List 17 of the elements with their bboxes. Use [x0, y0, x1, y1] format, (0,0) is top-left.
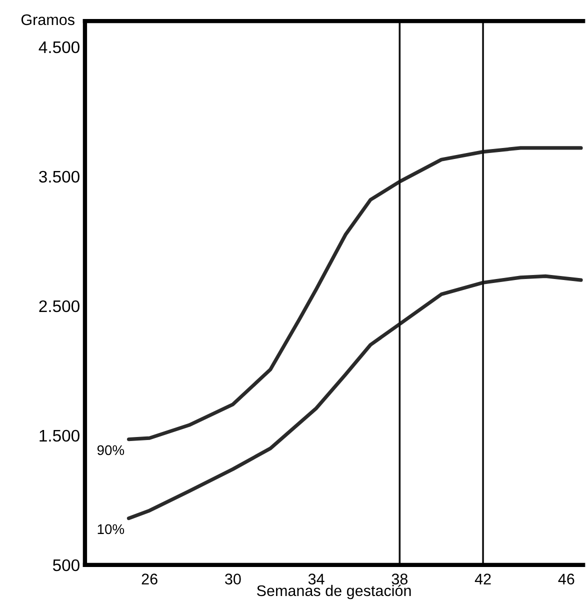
x-axis-title: Semanas de gestación: [257, 584, 411, 600]
y-tick-label: 500: [52, 559, 80, 572]
line-series: [126, 274, 583, 520]
y-tick-label: 3.500: [39, 170, 80, 183]
x-tick-label: 26: [142, 574, 158, 584]
x-tick-label: 42: [474, 574, 491, 584]
y-tick-label: 1.500: [40, 430, 80, 442]
x-tick-label: 46: [558, 574, 574, 584]
y-tick-label: 2.500: [39, 300, 80, 312]
y-tick-label: 4.500: [38, 41, 80, 54]
x-tick-label: 30: [225, 574, 241, 584]
series-label: 90%: [97, 445, 124, 456]
line-series: [126, 146, 583, 442]
x-tick-label: 34: [308, 574, 324, 584]
x-tick-label: 38: [392, 574, 408, 584]
series-label: 10%: [98, 524, 124, 534]
y-axis-title: Gramos: [21, 14, 74, 26]
